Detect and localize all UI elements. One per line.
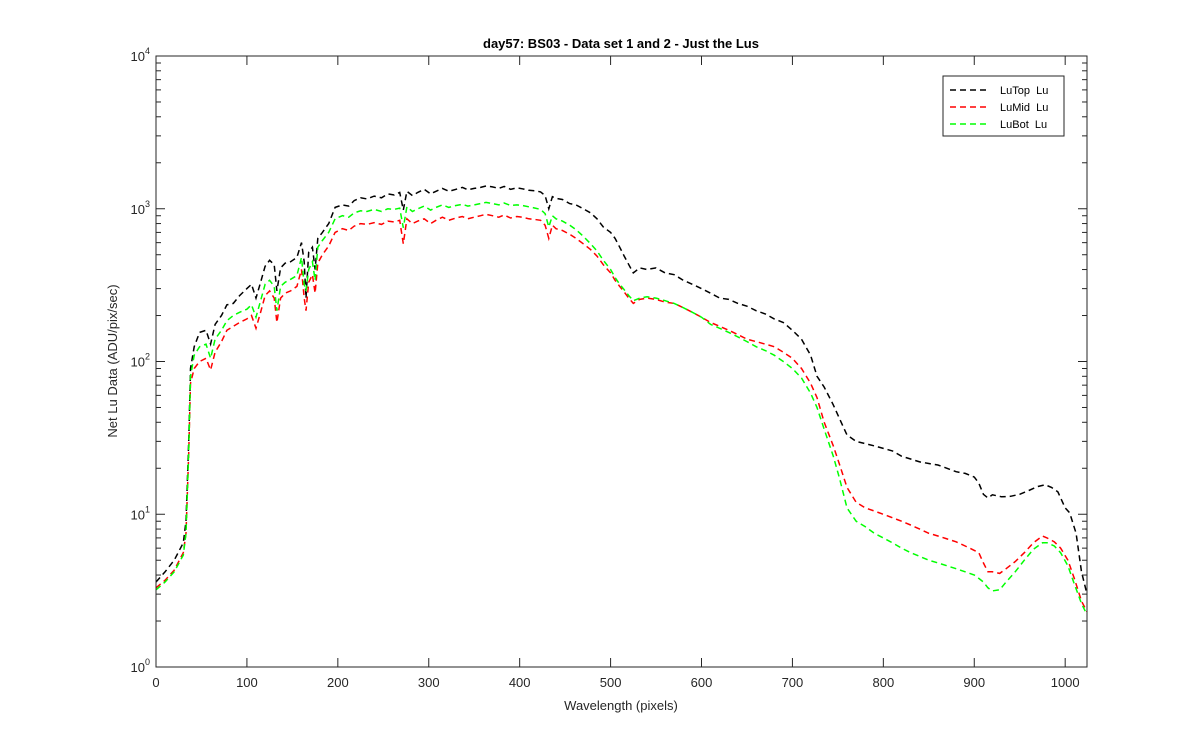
legend: LuTop Lu LuMid Lu LuBot Lu (942, 75, 1065, 137)
y-tick-label: 104 (131, 46, 150, 64)
x-tick-label: 600 (691, 675, 713, 690)
x-tick-label: 400 (509, 675, 531, 690)
legend-label: LuBot Lu (1000, 119, 1047, 131)
series-line-1 (155, 185, 1088, 595)
y-tick-label: 103 (131, 199, 150, 217)
x-axis-ticks: 0 100 200 300 400 500 600 700 800 900 1000 (152, 56, 1080, 690)
x-tick-label: 1000 (1051, 675, 1080, 690)
x-tick-label: 800 (872, 675, 894, 690)
x-tick-label: 700 (782, 675, 804, 690)
y-tick-label: 102 (131, 352, 150, 370)
series-line-3 (155, 201, 1088, 616)
x-tick-label: 0 (152, 675, 159, 690)
x-tick-label: 200 (327, 675, 349, 690)
legend-box (942, 75, 1065, 137)
x-tick-label: 100 (236, 675, 258, 690)
chart-title: day57: BS03 - Data set 1 and 2 - Just th… (483, 36, 759, 51)
y-axis-label: Net Lu Data (ADU/pix/sec) (105, 284, 120, 437)
legend-label: LuMid Lu (1000, 102, 1048, 114)
series-layer (155, 185, 1088, 616)
series-line-2 (155, 213, 1088, 613)
y-axis-ticks: 100 101 102 103 104 (131, 46, 1087, 675)
x-tick-label: 900 (963, 675, 985, 690)
x-tick-label: 300 (418, 675, 440, 690)
y-tick-label: 100 (131, 657, 150, 675)
y-tick-label: 101 (131, 504, 150, 522)
x-tick-label: 500 (600, 675, 622, 690)
x-axis-label: Wavelength (pixels) (564, 698, 678, 713)
plot-area (156, 56, 1087, 667)
legend-label: LuTop Lu (1000, 85, 1048, 97)
